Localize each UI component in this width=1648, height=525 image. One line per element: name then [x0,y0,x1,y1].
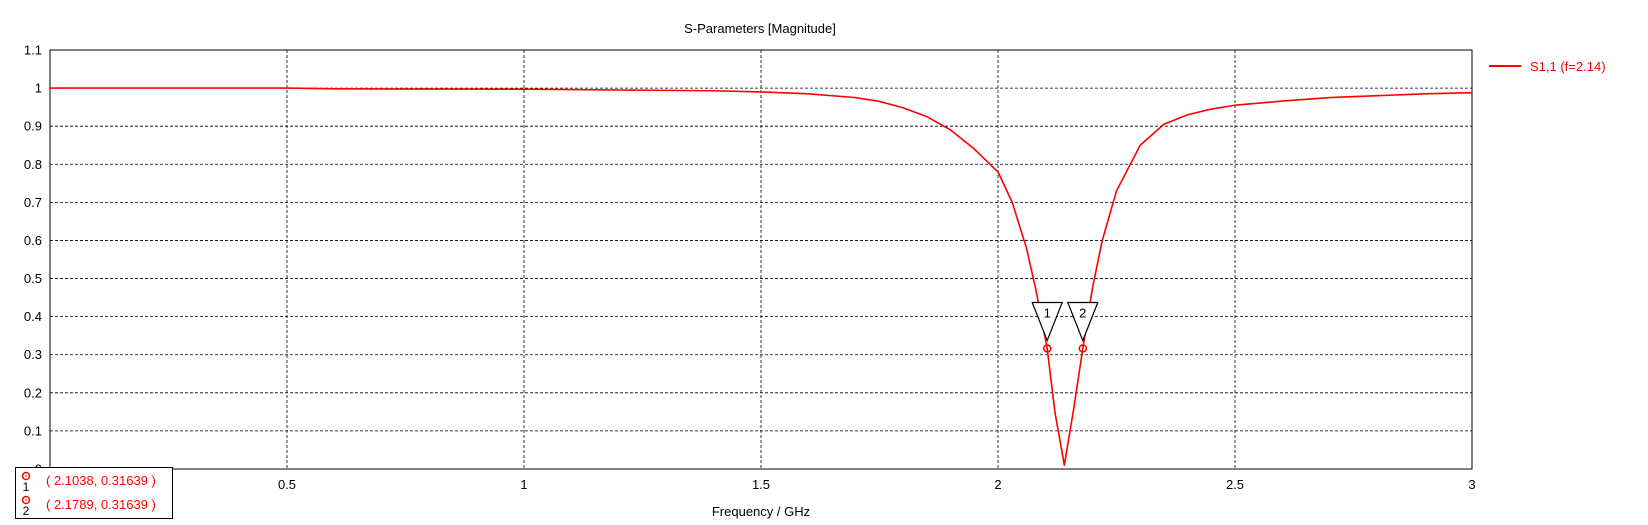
marker-label: 1 [1044,305,1051,320]
marker-point [1042,344,1052,353]
y-tick-label: 0.3 [24,347,42,362]
y-tick-label: 0.9 [24,119,42,134]
marker-readout-value: ( 2.1038, 0.31639 ) [46,473,156,488]
y-tick-label: 0.5 [24,271,42,286]
y-tick-label: 0.1 [24,423,42,438]
legend-label-s11: S1,1 (f=2.14) [1530,59,1606,74]
x-tick-label: 3 [1468,477,1475,492]
y-tick-label: 0.7 [24,195,42,210]
marker-label: 2 [1079,305,1086,320]
marker-readout-id: 2 [23,504,30,518]
plot-area [49,49,1473,470]
x-axis-label: Frequency / GHz [712,504,810,519]
x-tick-label: 0.5 [278,477,296,492]
y-tick-label: 1 [35,81,42,96]
marker-readout-id: 1 [23,480,30,494]
legend: S1,1 (f=2.14) [1489,59,1606,74]
x-tick-label: 2 [994,477,1001,492]
y-axis-ticks: 00.10.20.30.40.50.60.70.80.911.1 [24,43,42,477]
marker-readout-value: ( 2.1789, 0.31639 ) [46,497,156,512]
y-tick-label: 0.2 [24,385,42,400]
marker-triangle [1031,301,1064,343]
marker-circle-icon: 1 [21,471,31,494]
marker-point-center [1081,347,1084,350]
marker-readout-row-2: 2 ( 2.1789, 0.31639 ) [20,494,172,518]
marker-readout-row-1: 1 ( 2.1038, 0.31639 ) [20,470,172,494]
marker-point [1078,344,1088,353]
y-tick-label: 0.8 [24,157,42,172]
y-tick-label: 0.6 [24,233,42,248]
x-tick-label: 1 [520,477,527,492]
marker-2: 2 [1066,301,1099,353]
x-axis-ticks: 0.5 1 1.5 2 2.5 3 [278,477,1476,492]
marker-1: 1 [1031,301,1064,353]
y-tick-label: 0.4 [24,309,42,324]
marker-circle-icon: 2 [21,495,31,518]
marker-point-center [1046,347,1049,350]
marker-readout-box: 1 ( 2.1038, 0.31639 ) 2 ( 2.1789, 0.3163… [15,467,173,519]
marker-triangle [1066,301,1099,343]
x-tick-label: 1.5 [752,477,770,492]
y-tick-label: 1.1 [24,43,42,58]
x-tick-label: 2.5 [1226,477,1244,492]
chart-title: S-Parameters [Magnitude] [684,21,836,36]
